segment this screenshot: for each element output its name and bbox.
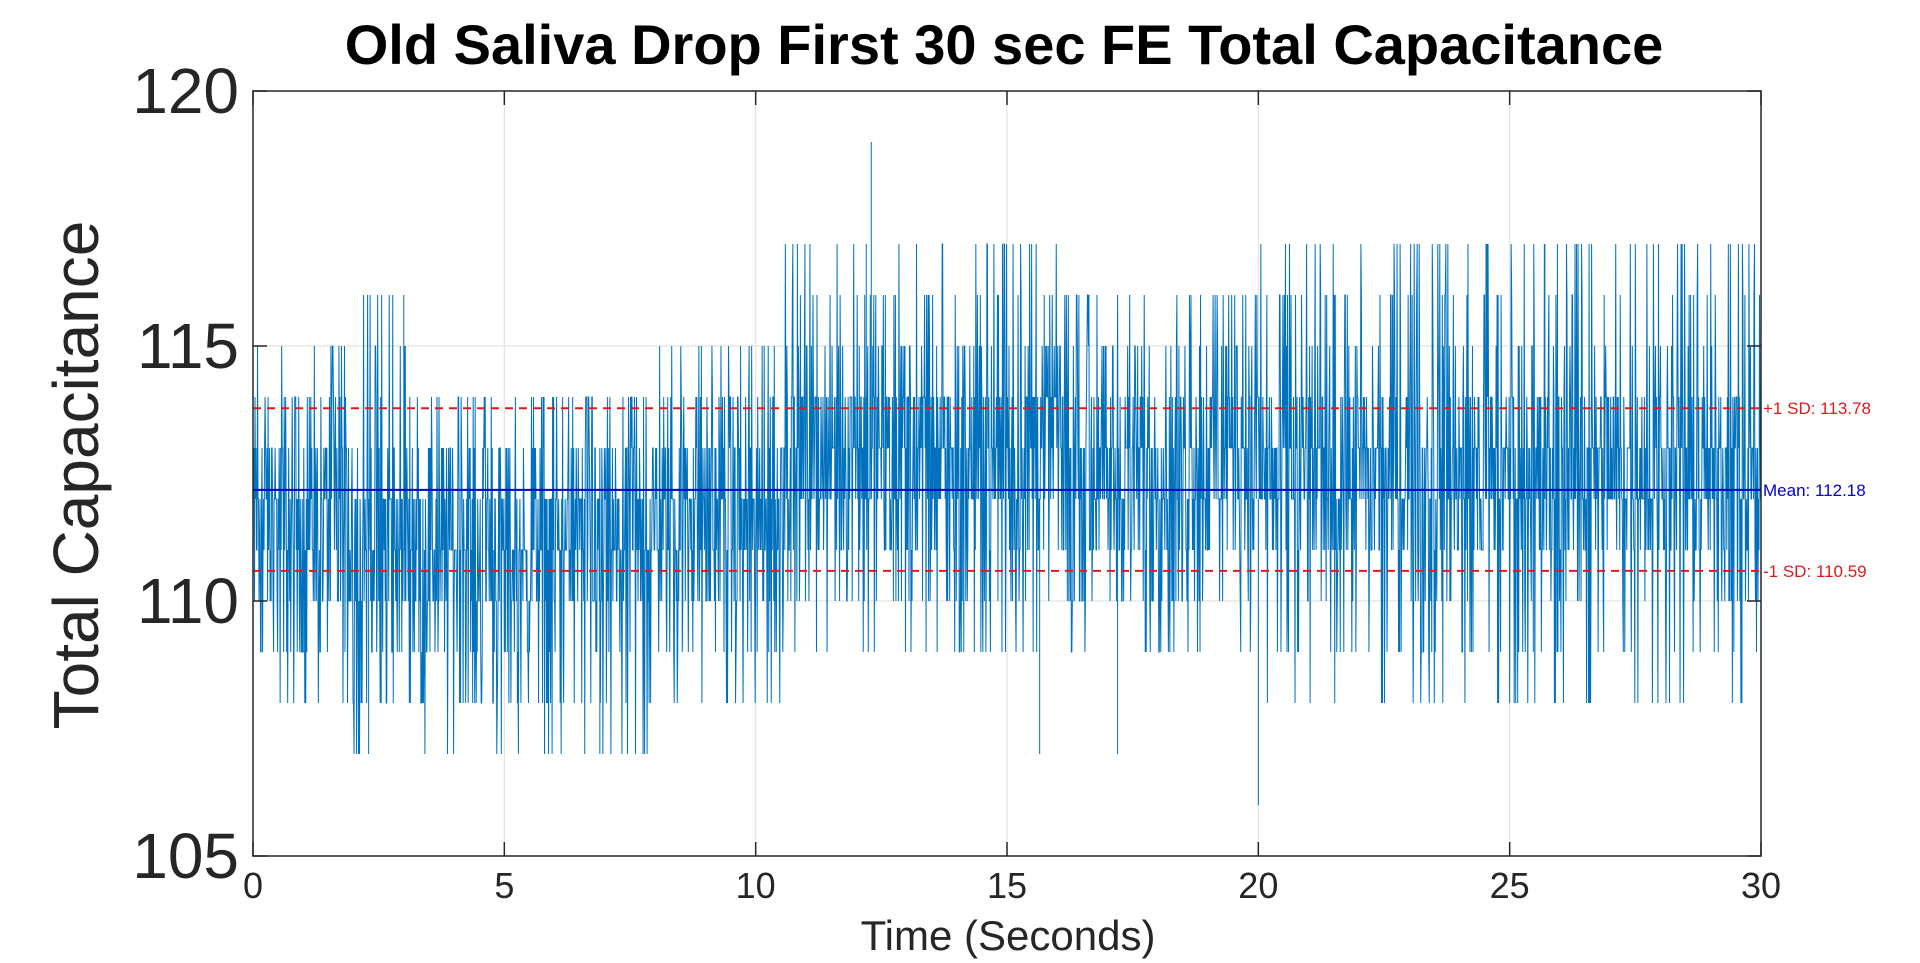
plus-sd-label: +1 SD: 113.78 — [1763, 399, 1871, 418]
x-tick-label: 30 — [1741, 865, 1781, 906]
x-tick-label: 10 — [736, 865, 776, 906]
x-tick-label: 15 — [987, 865, 1027, 906]
y-tick-label: 110 — [137, 565, 239, 637]
reference-lines: +1 SD: 113.78 Mean: 112.18 -1 SD: 110.59 — [253, 399, 1871, 581]
minus-sd-label: -1 SD: 110.59 — [1763, 562, 1867, 581]
ticks: 0 5 10 15 20 25 30 105 110 115 120 — [132, 55, 1781, 906]
x-tick-label: 25 — [1490, 865, 1530, 906]
series-group — [252, 142, 1761, 805]
x-tick-label: 0 — [243, 865, 263, 906]
capacitance-series-line — [252, 243, 1761, 755]
mean-label: Mean: 112.18 — [1763, 481, 1866, 500]
y-axis-label: Total Capacitance — [40, 221, 112, 730]
chart-title: Old Saliva Drop First 30 sec FE Total Ca… — [345, 13, 1664, 76]
x-axis-label: Time (Seconds) — [861, 912, 1156, 959]
y-tick-label: 115 — [137, 310, 239, 382]
x-tick-label: 20 — [1238, 865, 1278, 906]
y-tick-label: 105 — [132, 820, 239, 892]
x-tick-label: 5 — [494, 865, 514, 906]
y-tick-label: 120 — [132, 55, 239, 127]
